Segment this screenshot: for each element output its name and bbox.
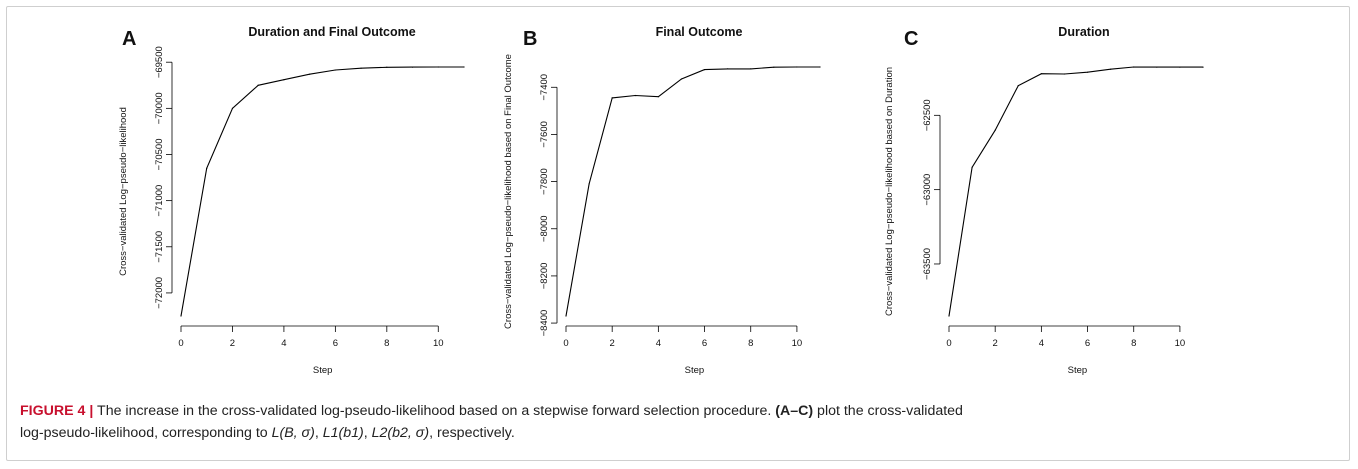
data-point xyxy=(257,84,259,86)
data-point xyxy=(386,66,388,68)
caption-text-2-tail: , respectively. xyxy=(429,425,515,441)
data-point xyxy=(360,67,362,69)
y-axis-label: Cross−validated Log−pseudo−likelihood xyxy=(118,107,129,276)
data-point xyxy=(750,68,752,70)
x-tick-label: 0 xyxy=(563,338,568,349)
data-point xyxy=(463,66,465,68)
data-point xyxy=(309,73,311,75)
series-line xyxy=(180,66,464,317)
data-point xyxy=(948,315,950,317)
data-point xyxy=(437,66,439,68)
y-tick-label: −71000 xyxy=(154,185,165,217)
caption-text-2: log-pseudo-likelihood, corresponding to xyxy=(20,425,272,441)
y-tick-label: −7400 xyxy=(539,74,550,101)
data-point xyxy=(796,66,798,68)
data-point xyxy=(206,167,208,169)
x-tick-label: 4 xyxy=(656,338,661,349)
data-point xyxy=(773,66,775,68)
y-tick-label: −63000 xyxy=(922,174,933,206)
y-axis-label: Cross−validated Log−pseudo−likelihood ba… xyxy=(503,54,514,329)
x-tick-label: 0 xyxy=(946,338,951,349)
data-point xyxy=(565,315,567,317)
data-point xyxy=(1017,84,1019,87)
data-point xyxy=(180,315,182,317)
data-point xyxy=(1202,66,1204,68)
caption-math-3: L2(b2, σ) xyxy=(371,425,430,441)
caption-math-2: L1(b1) xyxy=(322,425,364,441)
caption-math-1: L(B, σ) xyxy=(271,425,315,441)
data-point xyxy=(634,94,636,97)
chart-title: Duration and Final Outcome xyxy=(248,25,415,39)
x-tick-label: 2 xyxy=(230,338,235,349)
data-point xyxy=(283,79,285,81)
y-axis-label: Cross−validated Log−pseudo−likelihood ba… xyxy=(884,67,895,316)
data-point xyxy=(1063,73,1066,75)
panel-a: A Duration and Final Outcome 0 2 4 6 8 10 Step −7… xyxy=(118,25,465,376)
data-point xyxy=(1179,66,1181,68)
data-point xyxy=(971,166,973,168)
data-point xyxy=(231,107,234,109)
data-point xyxy=(727,68,729,70)
data-point xyxy=(1040,73,1042,75)
x-tick-label: 8 xyxy=(384,338,389,349)
data-point xyxy=(411,66,414,68)
x-tick-label: 10 xyxy=(792,338,803,349)
panel-c: C Duration 0 2 4 6 8 10 Step −63500 −63000 −62500 Cr… xyxy=(884,25,1204,376)
y-tick-label: −8000 xyxy=(539,215,550,242)
x-tick-label: 2 xyxy=(610,338,615,349)
data-point xyxy=(657,96,659,98)
y-tick-label: −62500 xyxy=(922,99,933,131)
data-point xyxy=(703,68,706,71)
x-tick-label: 8 xyxy=(1131,338,1136,349)
x-tick-label: 10 xyxy=(1175,338,1186,349)
series-line xyxy=(948,66,1203,317)
x-tick-label: 6 xyxy=(333,338,338,349)
figure-label: FIGURE 4 | xyxy=(20,403,94,419)
x-tick-label: 8 xyxy=(748,338,753,349)
x-tick-label: 10 xyxy=(433,338,444,349)
figure-caption: FIGURE 4 | The increase in the cross-val… xyxy=(20,403,963,441)
data-point xyxy=(1110,68,1112,70)
y-tick-label: −71500 xyxy=(154,231,165,263)
y-tick-label: −69500 xyxy=(154,46,165,78)
y-tick-label: −70000 xyxy=(154,92,165,124)
chart-title: Duration xyxy=(1058,25,1109,39)
caption-panels-ref: (A–C) xyxy=(775,403,814,419)
y-tick-label: −7800 xyxy=(539,168,550,195)
series-line xyxy=(565,66,820,317)
data-point xyxy=(588,183,590,185)
data-point xyxy=(334,69,336,71)
y-tick-label: −8400 xyxy=(539,310,550,337)
panel-letter: A xyxy=(122,28,136,50)
x-axis-label: Step xyxy=(685,365,705,376)
caption-text-1: The increase in the cross-validated log-… xyxy=(93,403,776,419)
data-point xyxy=(994,129,996,131)
data-point xyxy=(611,97,613,99)
data-point xyxy=(680,78,683,80)
panel-letter: B xyxy=(523,28,537,50)
caption-text-1-tail: plot the cross-validated xyxy=(813,403,963,419)
panel-b: B Final Outcome 0 2 4 6 8 10 Step −8400 −8200 −8000… xyxy=(503,25,821,376)
x-tick-label: 2 xyxy=(993,338,998,349)
data-point xyxy=(1133,66,1135,68)
data-point xyxy=(819,66,821,68)
x-axis-label: Step xyxy=(313,365,333,376)
x-tick-label: 0 xyxy=(178,338,183,349)
y-tick-label: −70500 xyxy=(154,139,165,171)
x-tick-label: 6 xyxy=(702,338,707,349)
data-point xyxy=(1086,71,1089,73)
data-point xyxy=(1156,66,1158,68)
panel-letter: C xyxy=(904,28,918,50)
y-tick-label: −72000 xyxy=(154,277,165,309)
chart-title: Final Outcome xyxy=(656,25,743,39)
y-tick-label: −7600 xyxy=(539,121,550,148)
y-tick-label: −63500 xyxy=(922,248,933,280)
charts-area: A Duration and Final Outcome 0 2 4 6 8 10 Step −7… xyxy=(118,25,1204,376)
y-tick-label: −8200 xyxy=(539,263,550,290)
x-tick-label: 6 xyxy=(1085,338,1090,349)
x-axis-label: Step xyxy=(1068,365,1088,376)
x-tick-label: 4 xyxy=(1039,338,1044,349)
x-tick-label: 4 xyxy=(281,338,286,349)
